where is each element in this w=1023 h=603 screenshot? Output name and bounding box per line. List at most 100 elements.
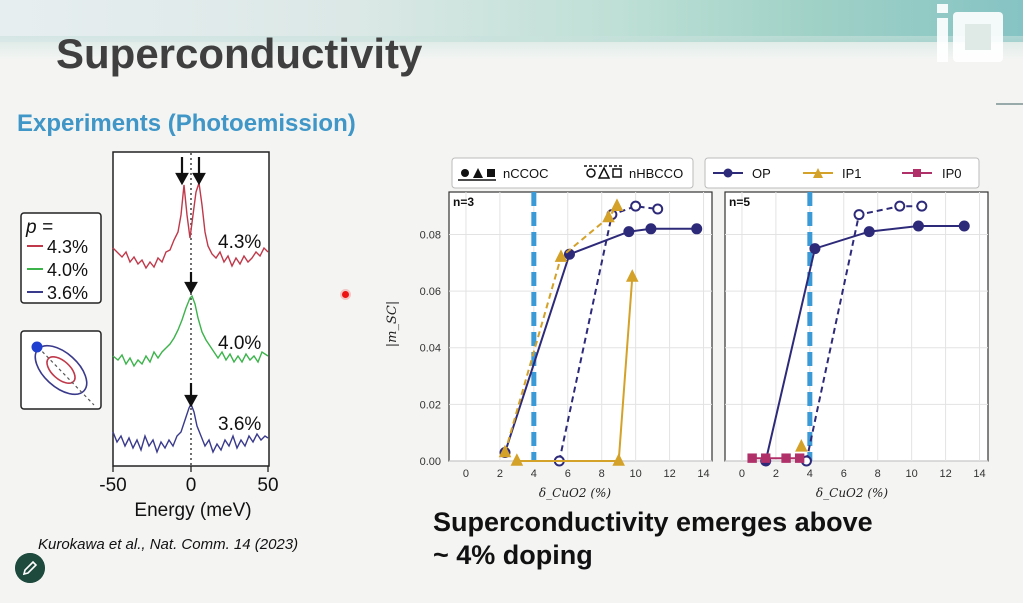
chart-panel-n3: 0 2 4 6 8 10 12 14 0.00 0.02 0.04 0.06 0.08 n=3	[420, 191, 713, 480]
data-point	[602, 209, 615, 223]
data-point	[498, 444, 512, 458]
top-banner	[0, 0, 1023, 60]
legend-ip1: IP1	[842, 166, 862, 181]
legend-op: OP	[752, 166, 771, 181]
data-point	[625, 269, 639, 282]
y-tick-label: 0.08	[420, 229, 441, 241]
pencil-icon	[22, 560, 38, 576]
x-tick-label: 12	[939, 468, 951, 480]
divider	[996, 103, 1023, 105]
legend-label-2: 4.0%	[47, 260, 88, 280]
x-tick-label: 0	[739, 468, 745, 480]
takeaway-line-1: Superconductivity emerges above	[433, 507, 873, 537]
nccoc-legend-markers	[458, 168, 496, 181]
data-point	[894, 200, 906, 212]
y-tick-label: 0.04	[420, 343, 441, 355]
data-point	[510, 453, 524, 466]
data-point	[652, 203, 664, 215]
data-point	[554, 249, 568, 262]
legend-label-1: 4.3%	[47, 237, 88, 257]
spectra-x-label: Energy (meV)	[134, 500, 251, 521]
layer-legend	[704, 157, 980, 189]
legend-nccoc: nCCOC	[503, 166, 549, 181]
x-tick-label: 6	[565, 468, 571, 480]
gap-arrows	[175, 157, 206, 408]
x-axis-label-n3: δ_CuO2 (%)	[539, 486, 612, 500]
x-tick-label: 0	[463, 468, 469, 480]
y-tick-label: 0.02	[420, 399, 441, 411]
nodal-cut-line	[33, 342, 95, 406]
data-point	[610, 198, 624, 211]
laser-pointer-dot	[342, 291, 349, 298]
legend-nhbcco: nHBCCO	[629, 166, 683, 181]
x-tick-label: 4	[531, 468, 537, 480]
series-line	[805, 205, 922, 462]
y-tick-label: 0.00	[420, 456, 441, 468]
x-tick-minus50: -50	[99, 475, 126, 496]
data-point	[623, 226, 635, 238]
data-point	[691, 223, 703, 235]
node-marker	[31, 341, 43, 353]
plot-area	[448, 191, 713, 462]
slide-title: Superconductivity	[56, 30, 423, 77]
inner-fermi-contour	[46, 356, 76, 384]
plot-area	[724, 191, 989, 462]
x-tick-label: 10	[630, 468, 642, 480]
x-tick-label: 12	[663, 468, 675, 480]
x-tick-label: 8	[875, 468, 881, 480]
series-line	[504, 205, 618, 453]
data-point	[612, 453, 625, 466]
spectrum-4-0	[112, 294, 269, 368]
x-tick-50: 50	[257, 475, 278, 496]
x-tick-0: 0	[186, 475, 197, 496]
citation: Kurokawa et al., Nat. Comm. 14 (2023)	[38, 536, 299, 553]
data-point	[853, 209, 865, 221]
data-point	[809, 243, 821, 255]
y-tick-label: 0.06	[420, 286, 441, 298]
panel-label: n=5	[729, 195, 750, 209]
slide-subtitle: Experiments (Photoemission)	[17, 110, 356, 137]
panel-label: n=3	[453, 195, 474, 209]
data-point	[794, 453, 805, 463]
x-tick-label: 8	[599, 468, 605, 480]
data-point	[863, 226, 875, 238]
family-legend	[451, 157, 694, 189]
x-tick-label: 14	[697, 468, 709, 480]
legend-label-3: 3.6%	[47, 283, 88, 303]
data-point	[630, 200, 642, 212]
x-tick-label: 14	[973, 468, 985, 480]
takeaway-text: Superconductivity emerges above ~ 4% dop…	[433, 506, 873, 572]
trace-label-3-6: 3.6%	[218, 414, 261, 435]
data-point	[747, 453, 757, 463]
edit-button[interactable]	[15, 553, 45, 583]
data-point	[916, 200, 928, 212]
x-axis-label-n5: δ_CuO2 (%)	[816, 486, 889, 500]
y-axis-label: |m_SC|	[385, 301, 400, 347]
data-point	[958, 220, 970, 232]
legend-title: p =	[25, 217, 53, 238]
trace-label-4-0: 4.0%	[218, 333, 261, 354]
legend-op-marker	[723, 168, 733, 178]
legend-ip0-marker	[913, 169, 921, 177]
data-point	[761, 453, 771, 463]
takeaway-line-2: ~ 4% doping	[433, 540, 593, 570]
x-tick-label: 4	[807, 468, 813, 480]
data-point	[645, 223, 657, 235]
series-line	[558, 205, 658, 462]
chart-panel-n5: 0 2 4 6 8 10 12 14 n=5	[724, 191, 989, 480]
x-tick-label: 6	[841, 468, 847, 480]
x-tick-label: 2	[773, 468, 779, 480]
institute-logo	[937, 4, 1003, 62]
legend-ip1-marker	[813, 168, 823, 178]
spectra-legend	[20, 212, 102, 304]
x-tick-label: 10	[906, 468, 918, 480]
legend-ip0: IP0	[942, 166, 962, 181]
nhbcco-legend-markers	[584, 165, 622, 179]
data-point	[912, 220, 924, 232]
data-point	[781, 453, 791, 463]
spectrum-4-3	[112, 182, 269, 270]
trace-label-4-3: 4.3%	[218, 232, 261, 253]
x-tick-label: 2	[497, 468, 503, 480]
